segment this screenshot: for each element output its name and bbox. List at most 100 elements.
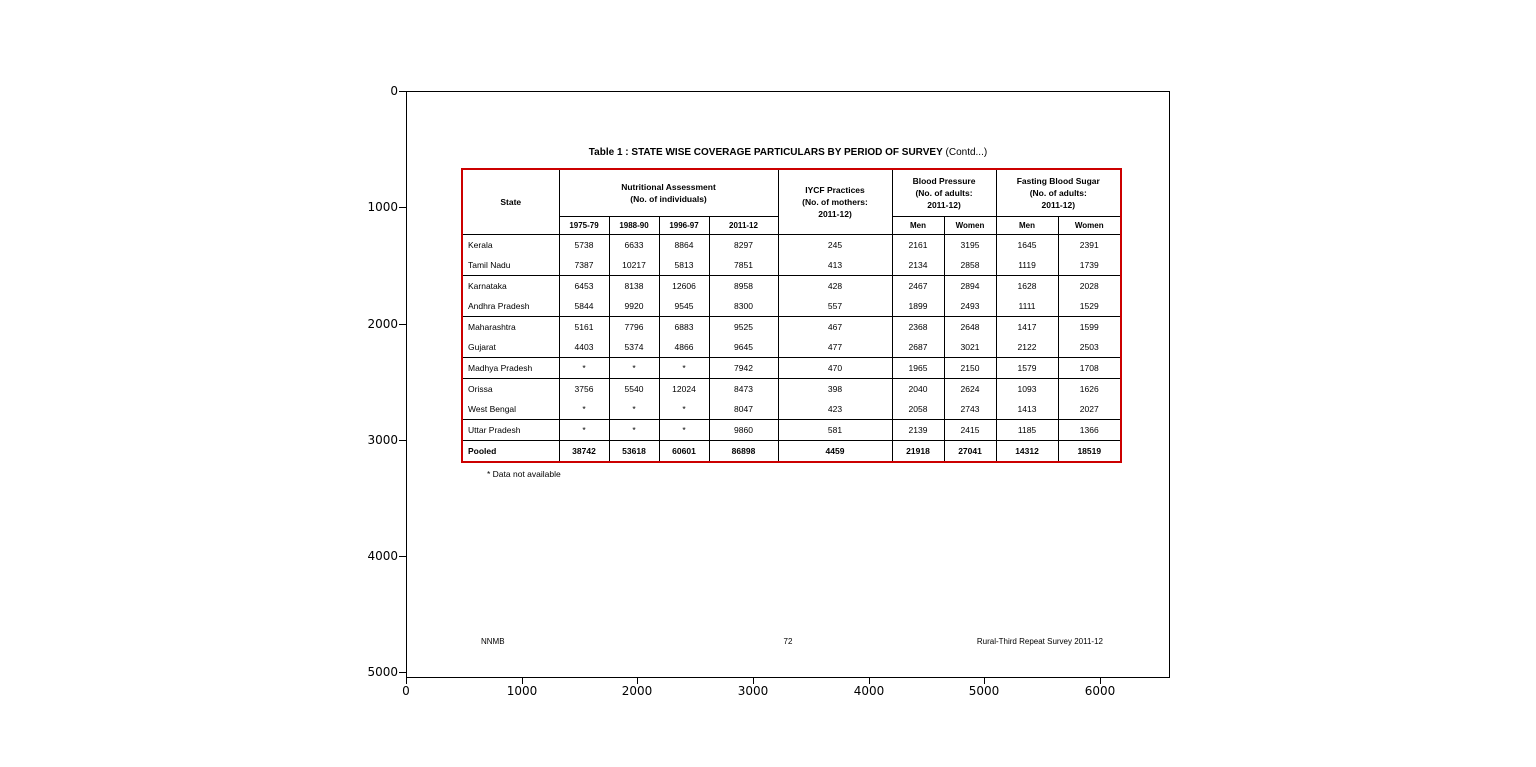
col-header-fasting-blood-sugar: Fasting Blood Sugar (No. of adults: 2011… [995, 170, 1121, 217]
value-cell: 5738 [558, 234, 609, 255]
value-cell: 9645 [708, 337, 778, 358]
value-cell: 2028 [1057, 275, 1121, 296]
col-header-iycf-practices: IYCF Practices (No. of mothers: 2011-12) [777, 170, 892, 235]
y-tick-mark [399, 91, 406, 92]
x-tick-label: 1000 [506, 684, 538, 698]
value-cell: 423 [777, 399, 892, 420]
value-cell: 7942 [708, 357, 778, 379]
x-tick-label: 3000 [737, 684, 769, 698]
coverage-table: State Nutritional Assessment (No. of ind… [461, 168, 1123, 463]
value-cell: 12606 [658, 275, 709, 296]
value-cell: 2058 [891, 399, 944, 420]
value-cell: 245 [777, 234, 892, 255]
value-cell: 428 [777, 275, 892, 296]
value-cell: 2027 [1057, 399, 1121, 420]
value-cell: * [608, 419, 659, 441]
value-cell: * [658, 357, 709, 379]
x-tick-label: 2000 [621, 684, 653, 698]
state-cell: Maharashtra [468, 322, 516, 332]
value-cell: 1366 [1057, 419, 1121, 441]
table-row: Orissa 3756 5540 12024 8473 398 2040 2624 1093 16… [463, 378, 1121, 399]
value-cell: 8958 [708, 275, 778, 296]
value-cell: 18519 [1057, 440, 1121, 461]
value-cell: 9920 [608, 296, 659, 317]
value-cell: 8047 [708, 399, 778, 420]
value-cell: 2139 [891, 419, 944, 441]
state-cell: Orissa [468, 384, 493, 394]
table-row: Pooled 38742 53618 60601 86898 4459 21918 27041… [463, 440, 1121, 461]
value-cell: 53618 [608, 440, 659, 461]
state-cell: Kerala [468, 240, 493, 250]
value-cell: 1708 [1057, 357, 1121, 379]
value-cell: 8138 [608, 275, 659, 296]
value-cell: 1899 [891, 296, 944, 317]
state-cell: Karnataka [468, 281, 507, 291]
value-cell: 1111 [995, 296, 1059, 317]
y-tick-mark [399, 440, 406, 441]
value-cell: 2368 [891, 316, 944, 337]
x-tick-label: 4000 [853, 684, 885, 698]
value-cell: 1185 [995, 419, 1059, 441]
value-cell: 2467 [891, 275, 944, 296]
state-cell: Madhya Pradesh [463, 357, 559, 379]
x-tick-mark [869, 677, 870, 684]
value-cell: 5374 [608, 337, 659, 358]
value-cell: 8300 [708, 296, 778, 317]
value-cell: 1965 [891, 357, 944, 379]
page-title: Table 1 : STATE WISE COVERAGE PARTICULAR… [407, 147, 1169, 158]
x-tick-mark [522, 677, 523, 684]
plot-axes: Table 1 : STATE WISE COVERAGE PARTICULAR… [406, 91, 1170, 678]
value-cell: 2391 [1057, 234, 1121, 255]
y-tick-label: 4000 [367, 549, 398, 563]
y-tick-label: 5000 [367, 665, 398, 679]
table-row: West Bengal * * * 8047 423 2058 2743 1413 2027 [463, 399, 1121, 420]
value-cell: 4459 [777, 440, 892, 461]
value-cell: 3756 [558, 378, 609, 399]
value-cell: 5813 [658, 255, 709, 276]
value-cell: 1579 [995, 357, 1059, 379]
x-tick-label: 6000 [1084, 684, 1116, 698]
value-cell: 5844 [558, 296, 609, 317]
value-cell: 12024 [658, 378, 709, 399]
x-tick-label: 0 [402, 684, 410, 698]
value-cell: 7796 [608, 316, 659, 337]
value-cell: 2122 [995, 337, 1059, 358]
value-cell: 470 [777, 357, 892, 379]
value-cell: 4403 [558, 337, 609, 358]
value-cell: 2493 [943, 296, 997, 317]
state-cell: West Bengal [463, 399, 559, 420]
table-row: Gujarat 4403 5374 4866 9645 477 2687 3021 2122 25… [463, 337, 1121, 358]
value-cell: 9545 [658, 296, 709, 317]
value-cell: * [608, 399, 659, 420]
page-title-main: Table 1 : STATE WISE COVERAGE PARTICULAR… [588, 147, 943, 158]
value-cell: * [558, 399, 609, 420]
value-cell: 2624 [943, 378, 997, 399]
value-cell: 21918 [891, 440, 944, 461]
value-cell: 1599 [1057, 316, 1121, 337]
value-cell: 2687 [891, 337, 944, 358]
state-cell: Gujarat [463, 337, 559, 358]
value-cell: 1413 [995, 399, 1059, 420]
x-tick-label: 5000 [968, 684, 1000, 698]
x-tick-mark [984, 677, 985, 684]
value-cell: 1645 [995, 234, 1059, 255]
value-cell: 38742 [558, 440, 609, 461]
value-cell: 10217 [608, 255, 659, 276]
y-tick-label: 2000 [367, 317, 398, 331]
table-row: Tamil Nadu 7387 10217 5813 7851 413 2134 2858 11… [463, 255, 1121, 276]
value-cell: 2743 [943, 399, 997, 420]
value-cell: 6633 [608, 234, 659, 255]
value-cell: 2040 [891, 378, 944, 399]
value-cell: 86898 [708, 440, 778, 461]
x-tick-mark [753, 677, 754, 684]
value-cell: 60601 [658, 440, 709, 461]
value-cell: 557 [777, 296, 892, 317]
y-tick-mark [399, 556, 406, 557]
value-cell: 477 [777, 337, 892, 358]
state-cell: Uttar Pradesh [463, 419, 559, 441]
page-title-suffix: (Contd...) [942, 147, 988, 158]
value-cell: 6453 [558, 275, 609, 296]
value-cell: 7851 [708, 255, 778, 276]
value-cell: 6883 [658, 316, 709, 337]
